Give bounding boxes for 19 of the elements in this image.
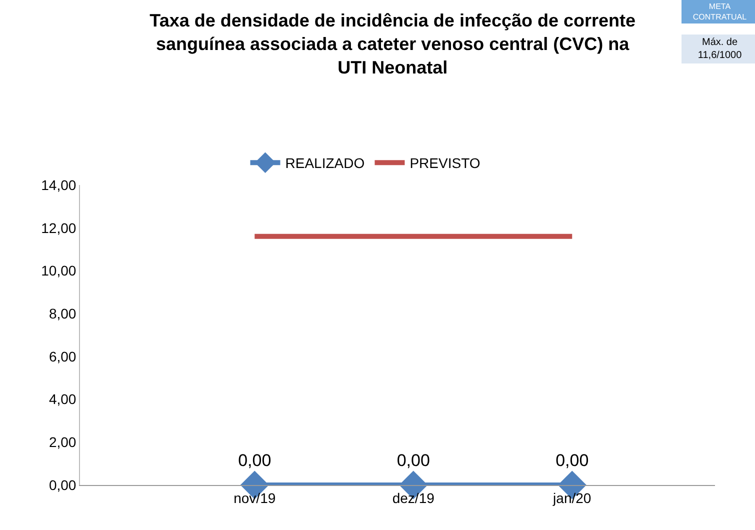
y-tick-label: 14,00 <box>41 176 76 193</box>
legend-label: PREVISTO <box>410 155 480 172</box>
chart-title: Taxa de densidade de incidência de infecção de corrente sanguínea associada a cateter venoso central (CVC) na UTI Neonatal <box>150 10 636 78</box>
y-tick-label: 8,00 <box>48 305 76 322</box>
legend-label: REALIZADO <box>285 155 365 172</box>
text: META CONTRATUAL <box>692 2 748 22</box>
text: Máx. de 11,6/1000 <box>698 37 742 61</box>
x-tick-label: nov/19 <box>234 490 276 506</box>
y-tick-label: 0,00 <box>48 476 76 493</box>
y-tick-label: 6,00 <box>48 348 76 364</box>
y-tick-label: 2,00 <box>48 434 76 450</box>
y-tick-label: 12,00 <box>41 220 76 236</box>
x-tick-label: jan/20 <box>552 490 592 506</box>
data-label: 0,00 <box>396 451 430 470</box>
x-tick-label: dez/19 <box>392 490 435 506</box>
data-label: 0,00 <box>556 451 589 470</box>
data-label: 0,00 <box>238 451 272 470</box>
y-tick-label: 10,00 <box>41 262 76 279</box>
y-tick-label: 4,00 <box>48 391 76 408</box>
